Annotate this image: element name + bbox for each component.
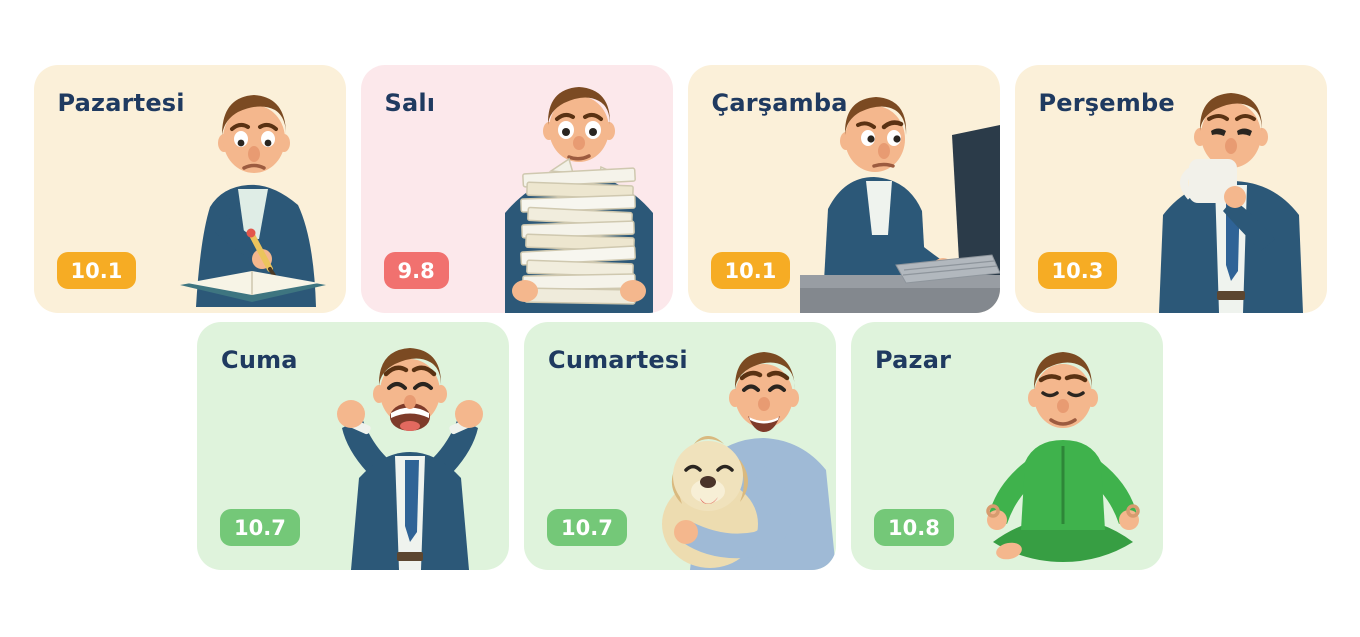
value-badge: 10.8 xyxy=(874,509,954,546)
day-title: Salı xyxy=(384,89,436,117)
value-badge: 9.8 xyxy=(383,252,449,289)
weekend-row-2: Cuma xyxy=(197,322,1163,570)
day-card-carsamba: Çarşamba xyxy=(687,65,1000,313)
day-card-sali: Salı xyxy=(360,65,673,313)
day-title: Pazar xyxy=(875,346,952,374)
day-title: Çarşamba xyxy=(711,89,848,117)
value-badge: 10.7 xyxy=(220,509,300,546)
day-card-pazar: Pazar xyxy=(851,322,1163,570)
value-badge: 10.1 xyxy=(710,252,791,289)
man-celebrating-illustration xyxy=(309,332,509,570)
day-card-pazartesi: Pazartesi xyxy=(33,65,346,313)
day-title: Pazartesi xyxy=(57,89,185,117)
value-badge: 10.7 xyxy=(547,509,627,546)
day-card-cumartesi: Cumartesi xyxy=(524,322,836,570)
man-at-computer-illustration xyxy=(799,75,1000,313)
day-title: Cuma xyxy=(221,346,298,374)
man-carrying-paper-stack-illustration xyxy=(473,75,673,313)
value-badge: 10.3 xyxy=(1037,252,1118,289)
week-mood-board: Pazartesi xyxy=(33,65,1327,570)
weekday-row-1: Pazartesi xyxy=(33,65,1327,313)
day-title: Cumartesi xyxy=(548,346,688,374)
man-drinking-coffee-illustration xyxy=(1127,75,1327,313)
day-card-cuma: Cuma xyxy=(197,322,509,570)
man-hugging-dog-illustration xyxy=(636,332,836,570)
day-title: Perşembe xyxy=(1038,89,1175,117)
day-card-persembe: Perşembe xyxy=(1014,65,1327,313)
value-badge: 10.1 xyxy=(56,252,137,289)
man-writing-notebook-illustration xyxy=(146,75,346,313)
man-meditating-illustration xyxy=(963,332,1163,570)
